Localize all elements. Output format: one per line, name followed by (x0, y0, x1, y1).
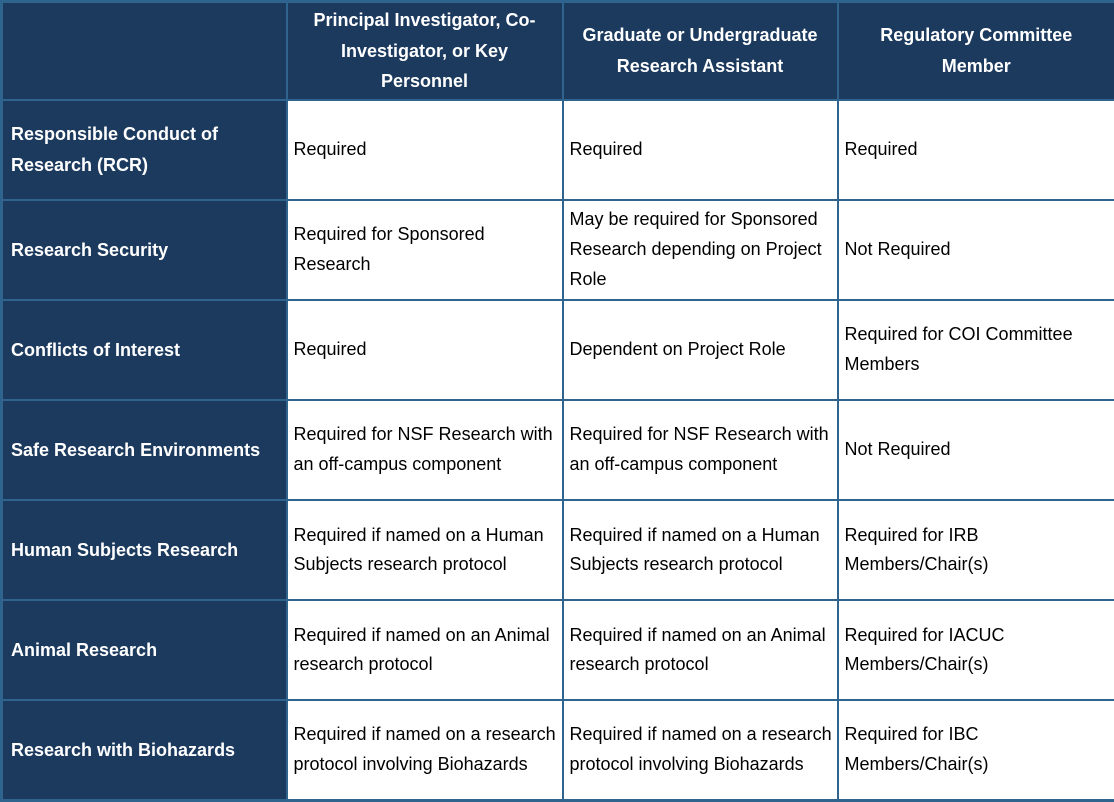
column-header-research-assistant: Graduate or Undergraduate Research Assis… (561, 0, 839, 101)
table-row-research-with-biohazards: Research with Biohazards Required if nam… (0, 699, 1114, 802)
cell: Required (285, 98, 564, 201)
cell: Required for Sponsored Research (285, 198, 564, 301)
table-header-row: Principal Investigator, Co-Investigator,… (0, 0, 1114, 101)
cell: Dependent on Project Role (561, 298, 839, 402)
cell: Required (285, 298, 564, 402)
row-label: Responsible Conduct of Research (RCR) (0, 98, 288, 201)
row-label: Human Subjects Research (0, 499, 288, 602)
table-row-conflicts-of-interest: Conflicts of Interest Required Dependent… (0, 298, 1114, 402)
corner-cell (0, 0, 288, 101)
cell: Required (561, 98, 839, 201)
cell: Required if named on a research protocol… (285, 699, 564, 802)
cell: May be required for Sponsored Research d… (561, 198, 839, 301)
cell: Required for IRB Members/Chair(s) (836, 499, 1114, 602)
cell: Required for COI Committee Members (836, 298, 1114, 402)
cell: Required for IACUC Members/Chair(s) (836, 599, 1114, 702)
column-header-regulatory-committee: Regulatory Committee Member (836, 0, 1114, 101)
table-row-research-security: Research Security Required for Sponsored… (0, 198, 1114, 301)
table-row-safe-research-environments: Safe Research Environments Required for … (0, 399, 1114, 502)
cell: Required for NSF Research with an off-ca… (285, 399, 564, 502)
cell: Required for NSF Research with an off-ca… (561, 399, 839, 502)
row-label: Animal Research (0, 599, 288, 702)
cell: Not Required (836, 198, 1114, 301)
cell: Required for IBC Members/Chair(s) (836, 699, 1114, 802)
table-row-rcr: Responsible Conduct of Research (RCR) Re… (0, 98, 1114, 201)
cell: Not Required (836, 399, 1114, 502)
cell: Required if named on an Animal research … (285, 599, 564, 702)
cell: Required if named on an Animal research … (561, 599, 839, 702)
row-label: Research with Biohazards (0, 699, 288, 802)
column-header-principal-investigator: Principal Investigator, Co-Investigator,… (285, 0, 564, 101)
table-row-animal-research: Animal Research Required if named on an … (0, 599, 1114, 702)
cell: Required if named on a Human Subjects re… (561, 499, 839, 602)
cell: Required (836, 98, 1114, 201)
cell: Required if named on a research protocol… (561, 699, 839, 802)
table-row-human-subjects-research: Human Subjects Research Required if name… (0, 499, 1114, 602)
row-label: Research Security (0, 198, 288, 301)
row-label: Safe Research Environments (0, 399, 288, 502)
row-label: Conflicts of Interest (0, 298, 288, 402)
cell: Required if named on a Human Subjects re… (285, 499, 564, 602)
